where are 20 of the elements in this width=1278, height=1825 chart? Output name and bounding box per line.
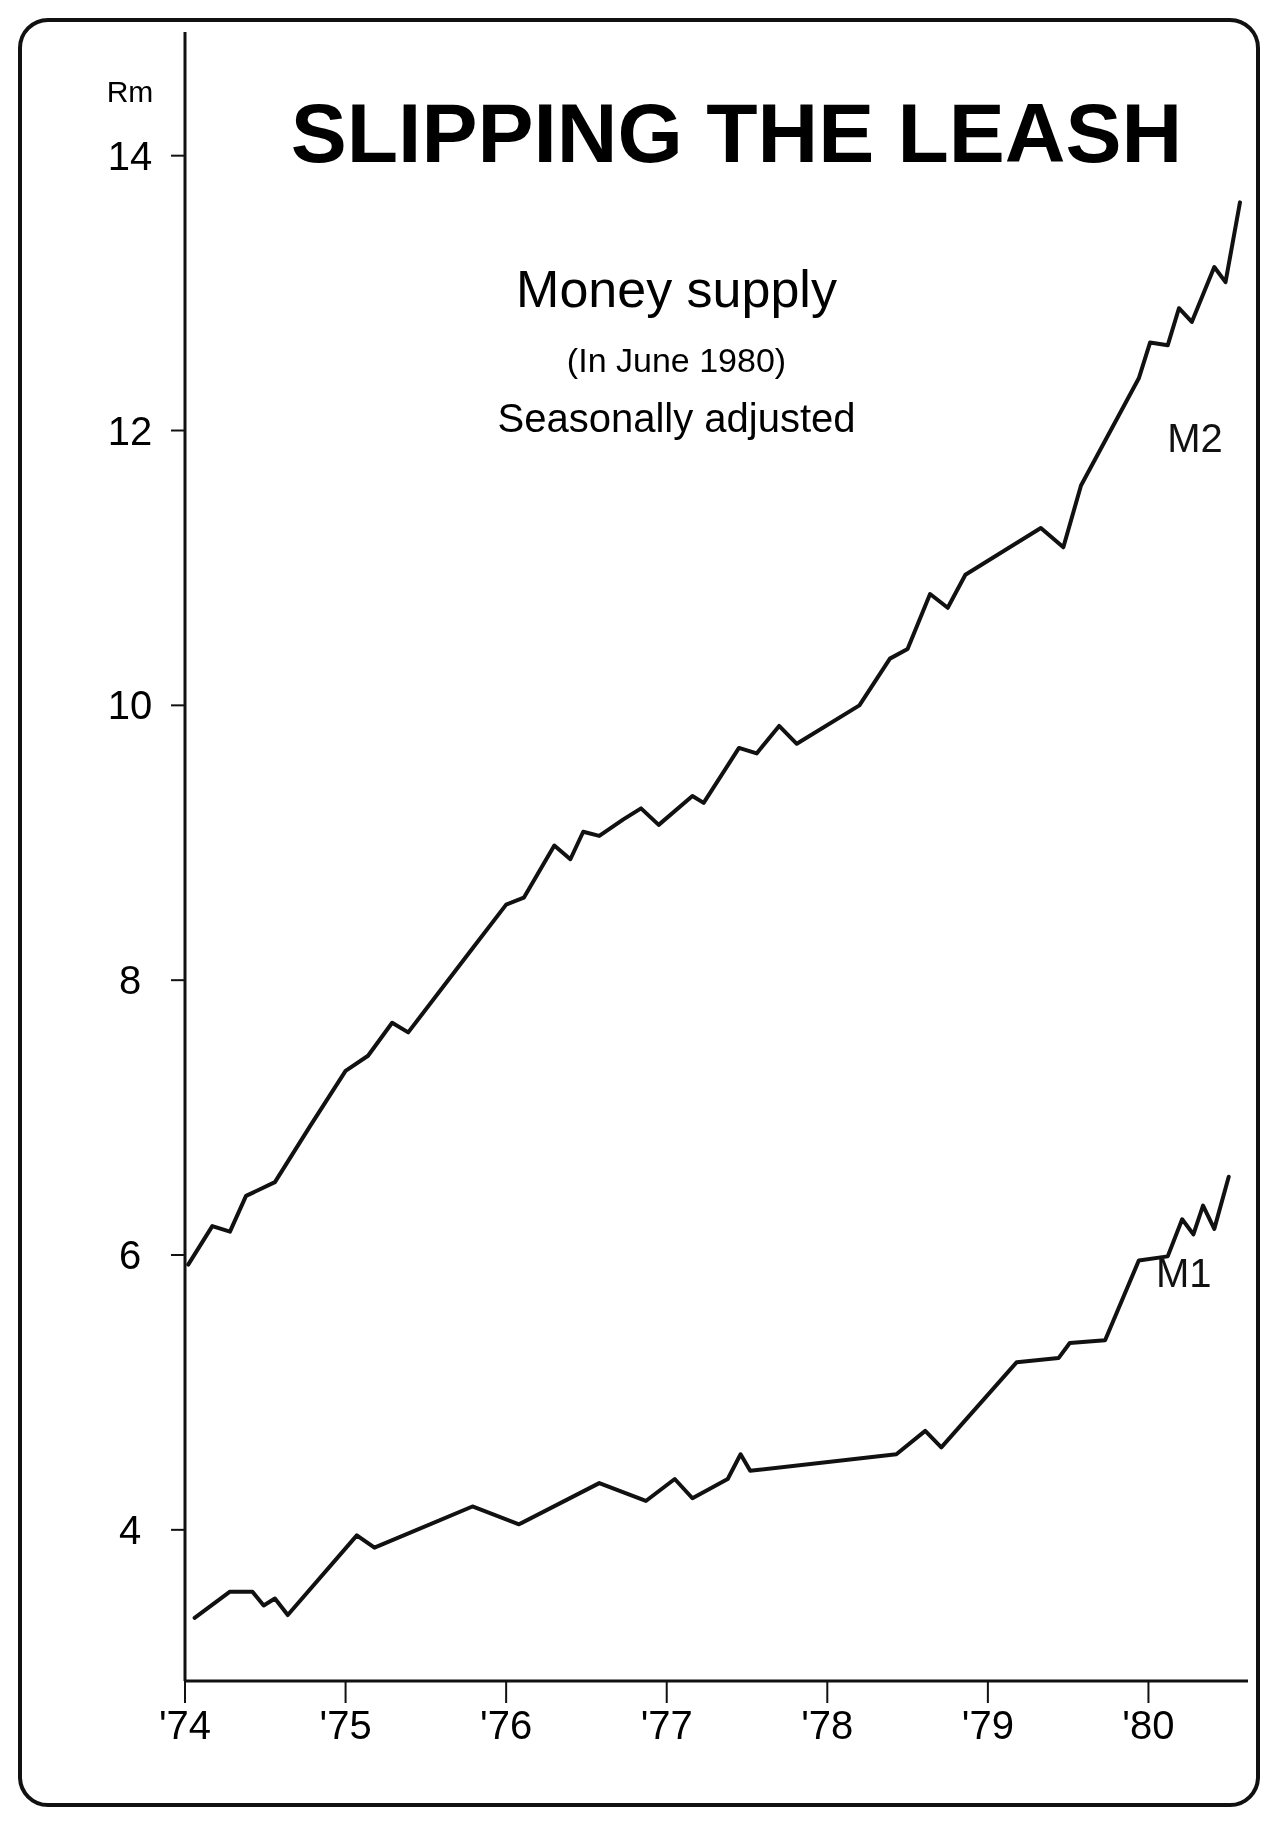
y-tick-label: 10 [107, 683, 153, 728]
x-tick-label: '75 [319, 1703, 372, 1747]
text: SLIPPING THE LEASH [290, 86, 1183, 180]
y-tick-label: 12 [107, 408, 153, 453]
annotation: (In June 1980) [566, 341, 787, 379]
x-tick-label: '78 [801, 1703, 854, 1747]
annotation: Seasonally adjusted [497, 396, 856, 440]
y-tick-label: 6 [118, 1233, 142, 1278]
x-tick-label: '77 [640, 1703, 693, 1747]
y-tick-label: 4 [118, 1507, 142, 1552]
x-tick-label: '76 [480, 1703, 533, 1747]
text: Money supply [516, 260, 837, 318]
x-tick-label: '74 [158, 1703, 212, 1747]
x-tick-label: '79 [961, 1703, 1014, 1747]
series-label: M2 [1167, 416, 1223, 461]
y-axis-title: Rm [106, 75, 154, 108]
y-tick-label: 14 [107, 133, 153, 178]
x-tick-label: '80 [1122, 1703, 1175, 1747]
y-tick-label: 8 [118, 958, 142, 1003]
series-label: M1 [1155, 1250, 1212, 1295]
